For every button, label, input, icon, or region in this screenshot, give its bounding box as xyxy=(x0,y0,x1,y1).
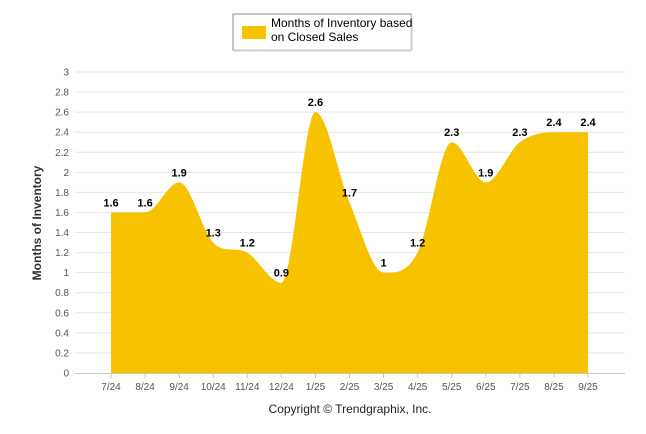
x-tick-label: 10/24 xyxy=(201,382,226,393)
data-label: 2.4 xyxy=(580,117,596,129)
y-tick-label: 3 xyxy=(63,68,69,79)
data-label: 1.6 xyxy=(137,197,152,209)
x-tick-label: 5/25 xyxy=(442,382,462,393)
data-label: 1.9 xyxy=(171,167,186,179)
data-label: 1.7 xyxy=(342,187,357,199)
data-labels: 1.6 1.6 1.9 1.3 1.2 0.9 2.6 1.7 1 1.2 2.3 1.9 2.3 2.4… xyxy=(103,97,596,280)
data-label: 1.6 xyxy=(103,197,118,209)
y-tick-label: 2.8 xyxy=(55,88,69,99)
y-tick-label: 1.8 xyxy=(55,188,69,199)
y-tick-label: 0 xyxy=(63,369,69,380)
y-axis-ticks: 0 0.2 0.4 0.6 0.8 1 1.2 1.4 1.6 1.8 2 2.2 2.4 2.6 2.8 3 xyxy=(55,68,69,380)
data-label: 1.2 xyxy=(240,238,255,250)
x-tick-label: 9/25 xyxy=(578,382,598,393)
x-tick-label: 6/25 xyxy=(476,382,496,393)
x-tick-label: 7/25 xyxy=(510,382,530,393)
x-tick-label: 4/25 xyxy=(408,382,428,393)
y-tick-label: 2.2 xyxy=(55,148,69,159)
series-area xyxy=(111,112,588,373)
x-tick-label: 1/25 xyxy=(306,382,326,393)
legend: Months of Inventory based on Closed Sale… xyxy=(232,13,413,52)
x-tick-label: 7/24 xyxy=(101,382,121,393)
y-tick-label: 1.2 xyxy=(55,248,69,259)
y-axis-title: Months of Inventory xyxy=(30,165,44,280)
y-tick-label: 0.2 xyxy=(55,348,69,359)
x-axis-ticks: 7/24 8/24 9/24 10/24 11/24 12/24 1/25 2/25 3/25 4… xyxy=(101,382,598,393)
y-tick-label: 0.8 xyxy=(55,288,69,299)
copyright-text: Copyright © Trendgraphix, Inc. xyxy=(269,402,432,416)
data-label: 1 xyxy=(381,258,387,270)
x-tick-label: 2/25 xyxy=(340,382,360,393)
x-axis xyxy=(75,373,625,378)
data-label: 2.3 xyxy=(444,127,459,139)
data-label: 1.9 xyxy=(478,167,493,179)
data-label: 1.3 xyxy=(206,228,221,240)
y-tick-label: 1.4 xyxy=(55,228,69,239)
y-tick-label: 0.4 xyxy=(55,328,69,339)
data-label: 0.9 xyxy=(274,268,289,280)
data-label: 2.4 xyxy=(546,117,562,129)
y-tick-label: 1 xyxy=(63,268,69,279)
x-tick-label: 8/24 xyxy=(135,382,155,393)
x-tick-label: 8/25 xyxy=(544,382,564,393)
x-tick-label: 12/24 xyxy=(269,382,294,393)
data-label: 2.6 xyxy=(308,97,323,109)
y-tick-label: 2 xyxy=(63,168,69,179)
y-tick-label: 1.6 xyxy=(55,208,69,219)
x-tick-label: 11/24 xyxy=(235,382,260,393)
y-tick-label: 2.6 xyxy=(55,108,69,119)
y-tick-label: 2.4 xyxy=(55,128,69,139)
data-label: 2.3 xyxy=(512,127,527,139)
legend-label-line-2: on Closed Sales xyxy=(271,30,358,44)
x-tick-label: 9/24 xyxy=(169,382,189,393)
x-tick-label: 3/25 xyxy=(374,382,394,393)
data-label: 1.2 xyxy=(410,238,425,250)
legend-label-line-1: Months of Inventory based xyxy=(271,16,412,30)
legend-swatch xyxy=(242,26,266,39)
y-tick-label: 0.6 xyxy=(55,308,69,319)
